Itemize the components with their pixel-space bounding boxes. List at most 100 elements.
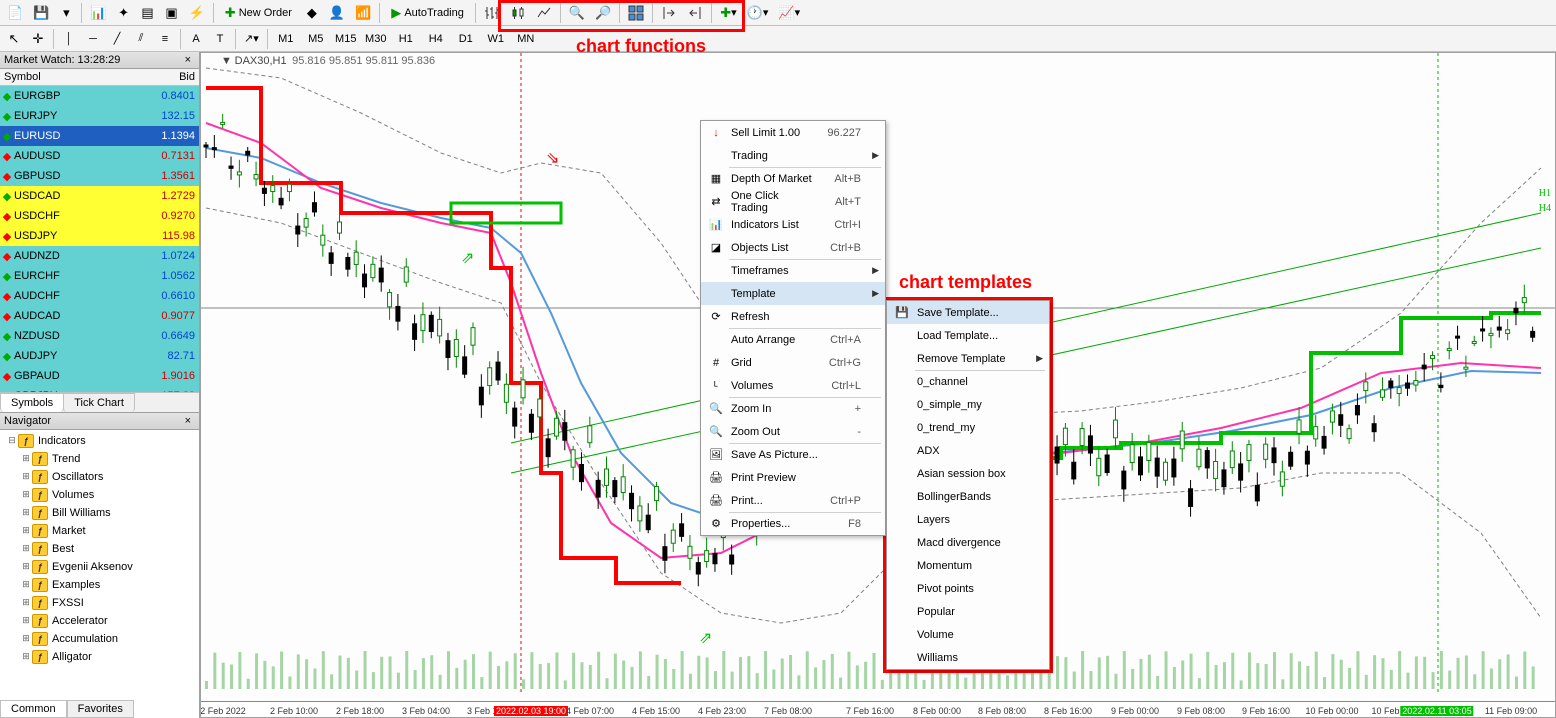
timeframe-h1[interactable]: H1 bbox=[392, 28, 420, 50]
mw-row-audjpy[interactable]: ◆AUDJPY82.71 bbox=[0, 346, 199, 366]
nav-item-market[interactable]: ⊞ƒMarket bbox=[2, 522, 197, 540]
nav-item-best[interactable]: ⊞ƒBest bbox=[2, 540, 197, 558]
close-icon[interactable]: × bbox=[181, 54, 195, 66]
mw-row-audnzd[interactable]: ◆AUDNZD1.0724 bbox=[0, 246, 199, 266]
menu-remove-template[interactable]: Remove Template▶ bbox=[887, 347, 1049, 370]
mw-row-usdjpy[interactable]: ◆USDJPY115.98 bbox=[0, 226, 199, 246]
line-chart-icon[interactable] bbox=[532, 2, 556, 24]
menu-indicators-list[interactable]: 📊Indicators ListCtrl+I bbox=[701, 213, 885, 236]
menu-0-channel[interactable]: 0_channel bbox=[887, 370, 1049, 393]
timeframe-mn[interactable]: MN bbox=[512, 28, 540, 50]
menu-zoom-out[interactable]: 🔍Zoom Out- bbox=[701, 420, 885, 443]
vline-icon[interactable]: │ bbox=[58, 28, 80, 50]
menu-popular[interactable]: Popular bbox=[887, 600, 1049, 623]
menu-timeframes[interactable]: Timeframes▶ bbox=[701, 259, 885, 282]
bottom-tab-common[interactable]: Common bbox=[0, 700, 67, 718]
fibo-icon[interactable]: ≡ bbox=[154, 28, 176, 50]
menu-zoom-in[interactable]: 🔍Zoom In+ bbox=[701, 397, 885, 420]
timeframe-h4[interactable]: H4 bbox=[422, 28, 450, 50]
metaquotes-icon[interactable]: ◆ bbox=[301, 2, 323, 24]
signals-icon[interactable]: 📶 bbox=[351, 2, 375, 24]
crosshair-icon[interactable]: ✛ bbox=[27, 28, 49, 50]
bottom-tab-favorites[interactable]: Favorites bbox=[67, 700, 134, 718]
bar-chart-icon[interactable] bbox=[480, 2, 504, 24]
market-watch-icon[interactable]: 📊 bbox=[86, 2, 110, 24]
menu-0-simple-my[interactable]: 0_simple_my bbox=[887, 393, 1049, 416]
shift-end-icon[interactable] bbox=[657, 2, 681, 24]
menu-save-template-[interactable]: 💾Save Template... bbox=[887, 301, 1049, 324]
menu-template[interactable]: Template▶ bbox=[701, 282, 885, 305]
candlestick-icon[interactable] bbox=[506, 2, 530, 24]
menu-pivot-points[interactable]: Pivot points bbox=[887, 577, 1049, 600]
text-label-icon[interactable]: T bbox=[209, 28, 231, 50]
menu-print-[interactable]: 🖨Print...Ctrl+P bbox=[701, 489, 885, 512]
navigator-icon[interactable]: ✦ bbox=[113, 2, 135, 24]
menu-momentum[interactable]: Momentum bbox=[887, 554, 1049, 577]
menu-objects-list[interactable]: ◪Objects ListCtrl+B bbox=[701, 236, 885, 259]
context-menu[interactable]: ↓Sell Limit 1.0096.227Trading▶▦Depth Of … bbox=[700, 120, 886, 536]
mw-row-eurgbp[interactable]: ◆EURGBP0.8401 bbox=[0, 86, 199, 106]
mw-col-symbol[interactable]: Symbol bbox=[0, 69, 149, 85]
timeframe-m1[interactable]: M1 bbox=[272, 28, 300, 50]
channel-icon[interactable]: ⫽ bbox=[130, 28, 152, 50]
cursor-icon[interactable]: ↖ bbox=[3, 28, 25, 50]
expert-icon[interactable]: 👤 bbox=[325, 2, 349, 24]
terminal-icon[interactable]: ▣ bbox=[161, 2, 183, 24]
nav-item-fxssi[interactable]: ⊞ƒFXSSI bbox=[2, 594, 197, 612]
zoom-out-icon[interactable]: 🔎 bbox=[591, 2, 615, 24]
mw-row-audchf[interactable]: ◆AUDCHF0.6610 bbox=[0, 286, 199, 306]
mw-row-audusd[interactable]: ◆AUDUSD0.7131 bbox=[0, 146, 199, 166]
nav-root-indicators[interactable]: ⊟ƒIndicators bbox=[2, 432, 197, 450]
mw-row-eurjpy[interactable]: ◆EURJPY132.15 bbox=[0, 106, 199, 126]
timeframe-m5[interactable]: M5 bbox=[302, 28, 330, 50]
nav-item-alligator[interactable]: ⊞ƒAlligator bbox=[2, 648, 197, 666]
close-icon[interactable]: × bbox=[181, 415, 195, 427]
nav-item-bill-williams[interactable]: ⊞ƒBill Williams bbox=[2, 504, 197, 522]
nav-item-accumulation[interactable]: ⊞ƒAccumulation bbox=[2, 630, 197, 648]
autotrading-button[interactable]: ▶ AutoTrading bbox=[384, 2, 471, 24]
text-icon[interactable]: A bbox=[185, 28, 207, 50]
menu-macd-divergence[interactable]: Macd divergence bbox=[887, 531, 1049, 554]
nav-item-examples[interactable]: ⊞ƒExamples bbox=[2, 576, 197, 594]
mw-row-eurchf[interactable]: ◆EURCHF1.0562 bbox=[0, 266, 199, 286]
timeframe-d1[interactable]: D1 bbox=[452, 28, 480, 50]
menu-volume[interactable]: Volume bbox=[887, 623, 1049, 646]
nav-item-trend[interactable]: ⊞ƒTrend bbox=[2, 450, 197, 468]
menu-refresh[interactable]: ⟳Refresh bbox=[701, 305, 885, 328]
arrows-icon[interactable]: ↗▾ bbox=[240, 28, 263, 50]
mw-row-eurusd[interactable]: ◆EURUSD1.1394 bbox=[0, 126, 199, 146]
mw-row-audcad[interactable]: ◆AUDCAD0.9077 bbox=[0, 306, 199, 326]
nav-item-evgenii-aksenov[interactable]: ⊞ƒEvgenii Aksenov bbox=[2, 558, 197, 576]
profile-icon[interactable]: ▾ bbox=[55, 2, 77, 24]
menu-print-preview[interactable]: 🖨Print Preview bbox=[701, 466, 885, 489]
menu-depth-of-market[interactable]: ▦Depth Of MarketAlt+B bbox=[701, 167, 885, 190]
menu-save-as-picture-[interactable]: 🖼Save As Picture... bbox=[701, 443, 885, 466]
menu-auto-arrange[interactable]: Auto ArrangeCtrl+A bbox=[701, 328, 885, 351]
mw-row-usdchf[interactable]: ◆USDCHF0.9270 bbox=[0, 206, 199, 226]
menu-layers[interactable]: Layers bbox=[887, 508, 1049, 531]
menu-asian-session-box[interactable]: Asian session box bbox=[887, 462, 1049, 485]
menu-0-trend-my[interactable]: 0_trend_my bbox=[887, 416, 1049, 439]
menu-grid[interactable]: #GridCtrl+G bbox=[701, 351, 885, 374]
timeframe-m15[interactable]: M15 bbox=[332, 28, 360, 50]
menu-sell-limit-1-00[interactable]: ↓Sell Limit 1.0096.227 bbox=[701, 121, 885, 144]
periods-dropdown-icon[interactable]: 🕐▾ bbox=[743, 2, 773, 24]
tile-windows-icon[interactable] bbox=[624, 2, 648, 24]
menu-trading[interactable]: Trading▶ bbox=[701, 144, 885, 167]
menu-one-click-trading[interactable]: ⇄One Click TradingAlt+T bbox=[701, 190, 885, 213]
menu-load-template-[interactable]: Load Template... bbox=[887, 324, 1049, 347]
template-submenu[interactable]: 💾Save Template...Load Template...Remove … bbox=[886, 300, 1050, 670]
menu-adx[interactable]: ADX bbox=[887, 439, 1049, 462]
timeframe-m30[interactable]: M30 bbox=[362, 28, 390, 50]
nav-item-volumes[interactable]: ⊞ƒVolumes bbox=[2, 486, 197, 504]
save-icon[interactable]: 💾 bbox=[29, 2, 53, 24]
auto-scroll-icon[interactable] bbox=[683, 2, 707, 24]
mw-row-usdcad[interactable]: ◆USDCAD1.2729 bbox=[0, 186, 199, 206]
mw-tab-symbols[interactable]: Symbols bbox=[0, 393, 64, 412]
indicators-dropdown-icon[interactable]: ✚▾ bbox=[716, 2, 740, 24]
timeframe-w1[interactable]: W1 bbox=[482, 28, 510, 50]
mw-row-gbpusd[interactable]: ◆GBPUSD1.3561 bbox=[0, 166, 199, 186]
menu-properties-[interactable]: ⚙Properties...F8 bbox=[701, 512, 885, 535]
templates-dropdown-icon[interactable]: 📈▾ bbox=[774, 2, 804, 24]
mw-tab-tick-chart[interactable]: Tick Chart bbox=[63, 393, 135, 412]
